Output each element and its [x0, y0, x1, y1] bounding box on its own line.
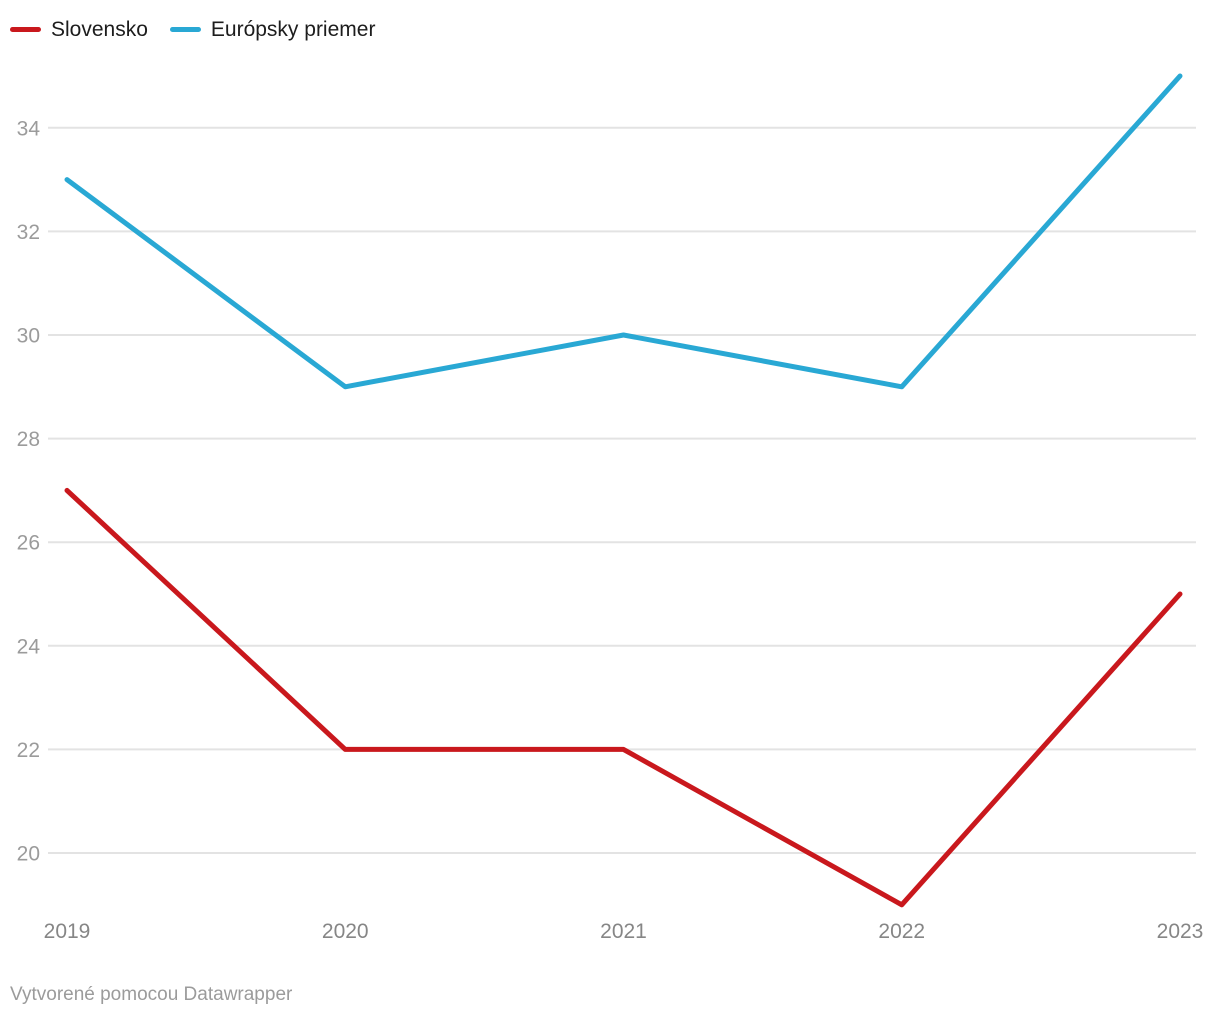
- legend-item-europsky-priemer: Európsky priemer: [169, 17, 376, 42]
- y-tick-label-22: 22: [17, 739, 40, 762]
- x-tick-label-2023: 2023: [1157, 920, 1204, 943]
- x-tick-label-2022: 2022: [878, 920, 925, 943]
- y-tick-label-32: 32: [17, 221, 40, 244]
- y-tick-label-26: 26: [17, 532, 40, 555]
- legend: Slovensko Európsky priemer: [10, 17, 375, 42]
- legend-swatch-slovensko: [10, 27, 41, 33]
- series-line-slovensko: [64, 487, 1183, 908]
- x-tick-label-2021: 2021: [600, 920, 647, 943]
- legend-label-slovensko: Slovensko: [51, 18, 148, 41]
- legend-item-slovensko: Slovensko: [10, 17, 148, 42]
- y-tick-label-28: 28: [17, 428, 40, 451]
- legend-label-europsky-priemer: Európsky priemer: [210, 18, 376, 41]
- y-tick-label-30: 30: [17, 325, 40, 348]
- y-tick-label-34: 34: [17, 117, 41, 140]
- series-line-eur-psky-priemer: [64, 73, 1183, 390]
- x-tick-label-2020: 2020: [322, 920, 369, 943]
- x-tick-label-2019: 2019: [44, 920, 91, 943]
- attribution-text: Vytvorené pomocou Datawrapper: [10, 984, 293, 1005]
- legend-swatch-europsky-priemer: [169, 27, 201, 33]
- y-tick-label-20: 20: [17, 843, 40, 866]
- y-tick-label-24: 24: [17, 635, 41, 658]
